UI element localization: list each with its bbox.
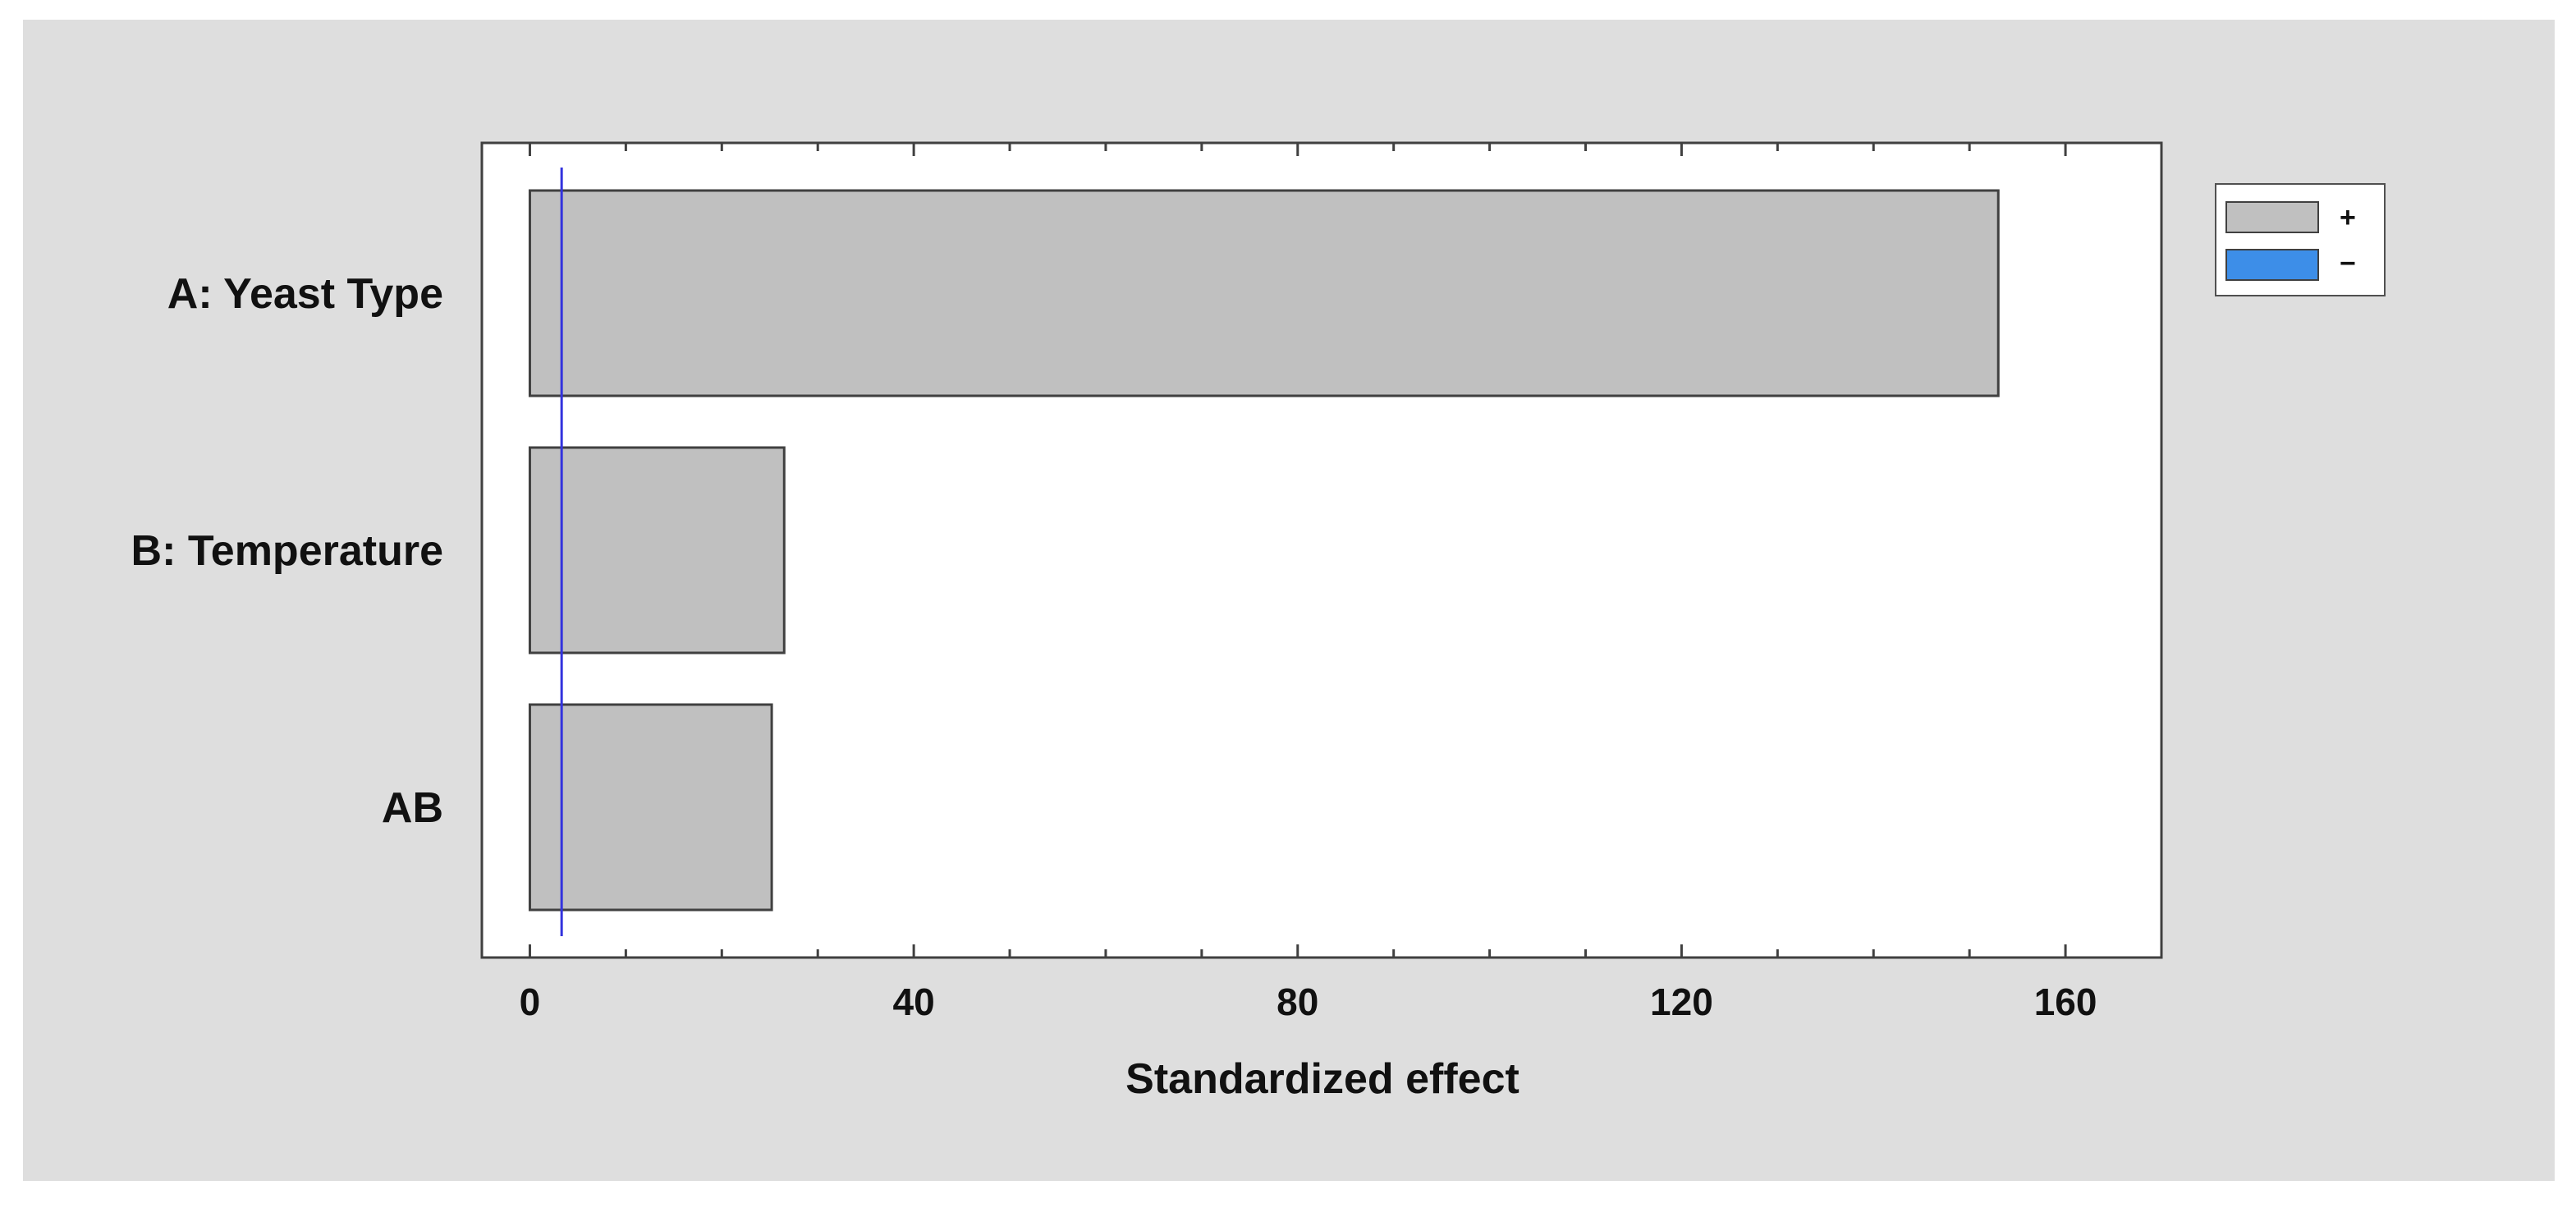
bars-group bbox=[528, 189, 2000, 912]
x-tick-label-2: 80 bbox=[1277, 981, 1318, 1023]
category-label-1: B: Temperature bbox=[131, 527, 443, 575]
category-labels-group: A: Yeast Type B: Temperature AB bbox=[131, 270, 443, 832]
x-tick-label-1: 40 bbox=[893, 981, 935, 1023]
x-tick-labels-group: 0 40 80 120 160 bbox=[520, 981, 2097, 1023]
legend: + − bbox=[2215, 183, 2386, 296]
plot-area-group bbox=[480, 141, 2163, 959]
bar-2 bbox=[528, 703, 773, 912]
category-label-0: A: Yeast Type bbox=[167, 270, 443, 318]
x-ticks-group bbox=[528, 143, 2163, 958]
bar-0 bbox=[528, 189, 2000, 397]
x-tick-label-0: 0 bbox=[520, 981, 541, 1023]
legend-swatch-positive bbox=[2225, 201, 2319, 233]
x-axis-title: Standardized effect bbox=[1125, 1055, 1519, 1103]
pareto-chart: A: Yeast Type B: Temperature AB 0 40 80 120 16… bbox=[131, 141, 2386, 1103]
legend-swatch-negative bbox=[2225, 249, 2319, 281]
category-label-2: AB bbox=[382, 784, 443, 832]
legend-label-negative: − bbox=[2340, 248, 2356, 279]
chart-panel: A: Yeast Type B: Temperature AB 0 40 80 120 16… bbox=[23, 20, 2555, 1181]
x-tick-label-3: 120 bbox=[1650, 981, 1713, 1023]
x-tick-label-4: 160 bbox=[2034, 981, 2097, 1023]
bar-1 bbox=[528, 446, 786, 655]
legend-label-positive: + bbox=[2340, 202, 2356, 233]
